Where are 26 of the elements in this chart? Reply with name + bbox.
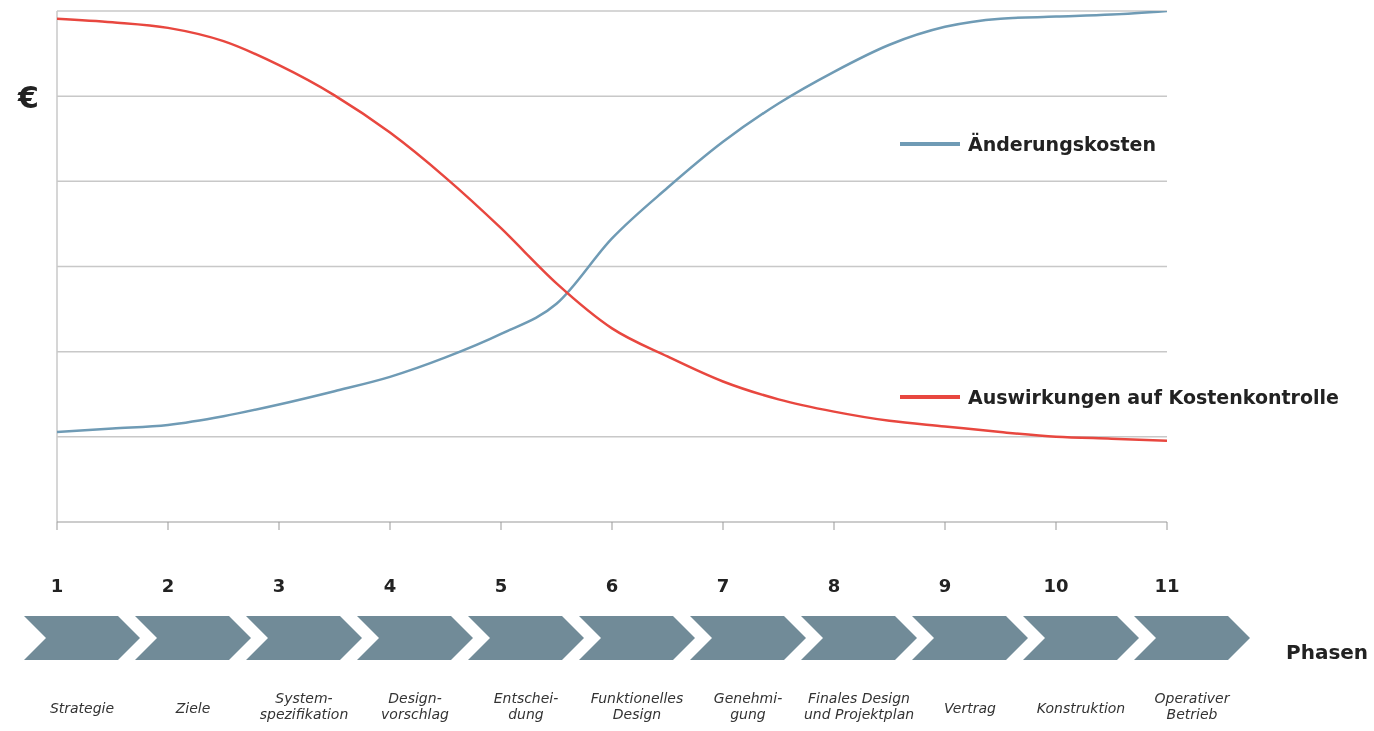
x-tick-label: 2 — [161, 575, 175, 596]
text: Entschei- dung — [493, 690, 559, 722]
x-tick-label: 5 — [494, 575, 508, 596]
y-axis-title: € — [18, 80, 39, 115]
x-tick-label: 6 — [605, 575, 619, 596]
x-tick-label: 1 — [50, 575, 64, 596]
x-tick-label: 11 — [1154, 575, 1180, 596]
x-tick-label: 10 — [1043, 575, 1069, 596]
text: Phasen — [1286, 640, 1369, 664]
text: Vertrag — [944, 700, 996, 716]
x-tick-label: 4 — [383, 575, 397, 596]
text: Genehmi- gung — [713, 690, 783, 722]
legend-label: Auswirkungen auf Kostenkontrolle — [968, 386, 1339, 408]
x-tick-label: 9 — [938, 575, 952, 596]
text: Strategie — [48, 700, 116, 716]
text: System- spezifikation — [258, 690, 350, 722]
text: Design- vorschlag — [381, 690, 449, 722]
text: Finales Design und Projektplan — [802, 690, 916, 722]
text: Ziele — [175, 700, 211, 716]
text: Operativer Betrieb — [1154, 690, 1230, 722]
text: Konstruktion — [1035, 700, 1127, 716]
x-tick-label: 8 — [827, 575, 841, 596]
legend-label: Änderungskosten — [968, 133, 1157, 155]
x-tick-label: 7 — [716, 575, 730, 596]
x-tick-label: 3 — [272, 575, 286, 596]
text: Funktionelles Design — [589, 690, 685, 722]
